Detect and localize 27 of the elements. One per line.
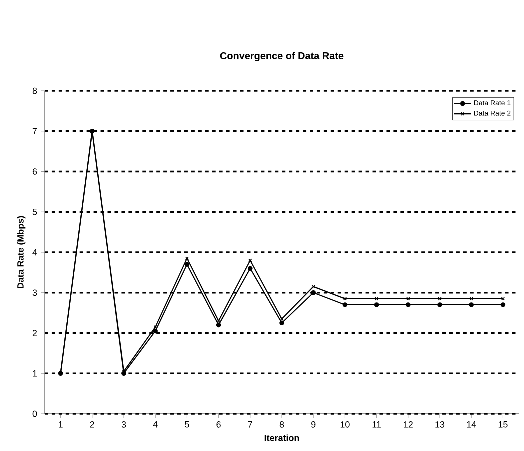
x-tick-label: 14 xyxy=(467,422,476,428)
y-tick-label: 4 xyxy=(32,249,38,256)
x-tick-label: 9 xyxy=(312,422,316,428)
x-tick-label: 4 xyxy=(153,422,158,428)
x-tick-label: 3 xyxy=(122,422,126,428)
x-tick-label: 10 xyxy=(340,422,350,428)
x-tick-label: 8 xyxy=(280,422,284,428)
x-tick-label: 13 xyxy=(436,422,445,428)
x-tick-label: 11 xyxy=(372,422,382,428)
y-tick-label: 8 xyxy=(32,88,38,94)
y-tick-label: 2 xyxy=(32,330,38,336)
y-axis-title: Data Rate (Mbps) xyxy=(17,216,26,289)
y-tick-label: 0 xyxy=(32,410,38,418)
y-tick-label: 6 xyxy=(32,168,38,175)
x-tick-label: 6 xyxy=(216,422,221,428)
x-axis-title: Iteration xyxy=(264,434,300,442)
y-tick-label: 1 xyxy=(33,370,38,377)
y-tick-label: 3 xyxy=(32,290,38,296)
x-tick-label: 15 xyxy=(498,422,508,428)
y-tick-label: 5 xyxy=(32,208,38,216)
x-tick-label: 2 xyxy=(90,422,94,428)
y-tick-label: 7 xyxy=(32,128,38,134)
x-tick-label: 7 xyxy=(248,422,252,428)
x-tick-label: 12 xyxy=(404,422,413,428)
x-tick-label: 5 xyxy=(185,422,190,428)
x-tick-label: 1 xyxy=(58,422,63,428)
chart-title: Convergence of Data Rate xyxy=(220,52,344,62)
